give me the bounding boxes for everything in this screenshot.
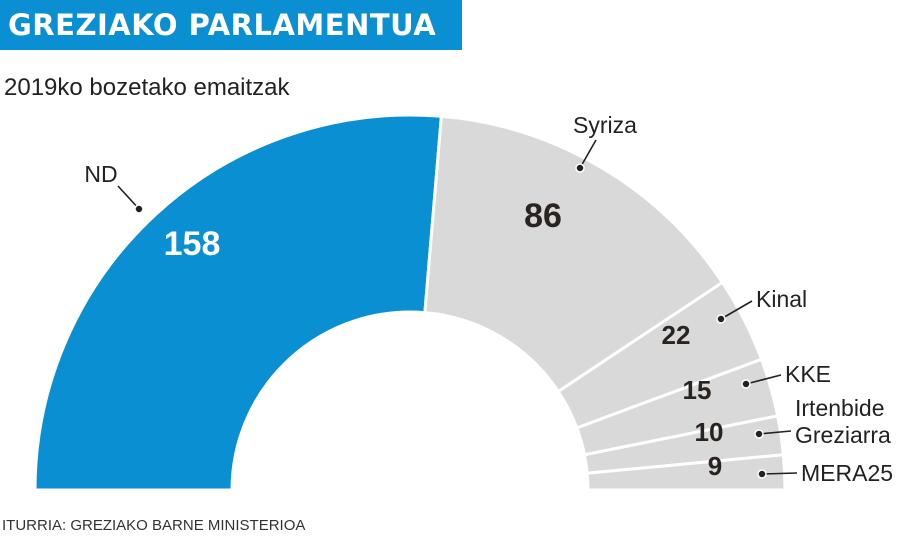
- value-label-kinal: 22: [662, 320, 691, 350]
- callout-dot-irtenbide-greziarra: [754, 429, 764, 439]
- party-label-kinal: Kinal: [756, 286, 807, 312]
- callout-dot-syriza: [575, 163, 585, 173]
- party-label-nd: ND: [84, 161, 117, 187]
- callout-line-mera25: [761, 472, 798, 475]
- party-label-syriza: Syriza: [573, 112, 637, 138]
- chart-title: GREZIAKO PARLAMENTUA: [8, 8, 437, 42]
- segment-mera25: [585, 453, 787, 492]
- callout-line-syriza: [579, 139, 597, 169]
- source-note: ITURRIA: GREZIAKO BARNE MINISTERIOA: [2, 517, 306, 534]
- callout-line-kke: [745, 374, 782, 385]
- segment-nd: [33, 113, 443, 492]
- value-label-mera25: 9: [708, 451, 722, 481]
- value-label-nd: 158: [164, 225, 221, 263]
- callout-dot-kinal: [716, 314, 726, 324]
- value-label-kke: 15: [683, 375, 712, 405]
- chart-subtitle: 2019ko bozetako emaitzak: [4, 74, 290, 101]
- segment-syriza: [423, 114, 725, 394]
- callout-line-nd: [117, 185, 140, 210]
- party-label-kke: KKE: [785, 361, 831, 387]
- value-label-irtenbide-greziarra: 10: [695, 417, 724, 447]
- callout-line-kinal: [720, 300, 753, 320]
- chart-title-bar: GREZIAKO PARLAMENTUA: [0, 0, 462, 50]
- party-label-irtenbide-greziarra-line-2: Greziarra: [795, 422, 891, 448]
- party-label-mera25: MERA25: [801, 460, 893, 486]
- callout-dot-mera25: [757, 469, 767, 479]
- callout-dot-nd: [134, 204, 144, 214]
- callout-dot-kke: [741, 379, 751, 389]
- callout-line-irtenbide-greziarra: [758, 430, 792, 435]
- value-label-syriza: 86: [524, 197, 562, 235]
- party-label-irtenbide-greziarra-line-1: Irtenbide: [795, 395, 885, 421]
